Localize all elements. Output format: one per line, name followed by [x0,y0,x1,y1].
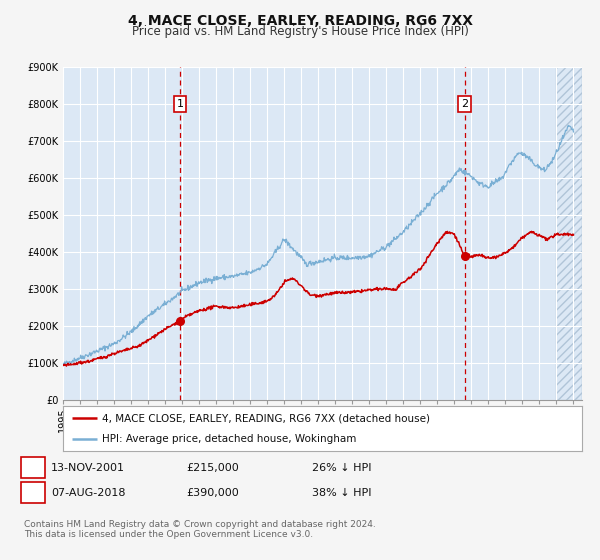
Text: £390,000: £390,000 [186,488,239,498]
Text: HPI: Average price, detached house, Wokingham: HPI: Average price, detached house, Woki… [102,433,356,444]
Text: Contains HM Land Registry data © Crown copyright and database right 2024.
This d: Contains HM Land Registry data © Crown c… [24,520,376,539]
Text: 2: 2 [461,99,468,109]
Text: Price paid vs. HM Land Registry's House Price Index (HPI): Price paid vs. HM Land Registry's House … [131,25,469,38]
Text: 1: 1 [176,99,184,109]
Text: 07-AUG-2018: 07-AUG-2018 [51,488,125,498]
Text: 38% ↓ HPI: 38% ↓ HPI [312,488,371,498]
Text: 1: 1 [29,463,37,473]
Text: £215,000: £215,000 [186,463,239,473]
Text: 2: 2 [29,488,37,498]
Text: 4, MACE CLOSE, EARLEY, READING, RG6 7XX (detached house): 4, MACE CLOSE, EARLEY, READING, RG6 7XX … [102,413,430,423]
Text: 26% ↓ HPI: 26% ↓ HPI [312,463,371,473]
Text: 13-NOV-2001: 13-NOV-2001 [51,463,125,473]
Text: 4, MACE CLOSE, EARLEY, READING, RG6 7XX: 4, MACE CLOSE, EARLEY, READING, RG6 7XX [128,14,473,28]
